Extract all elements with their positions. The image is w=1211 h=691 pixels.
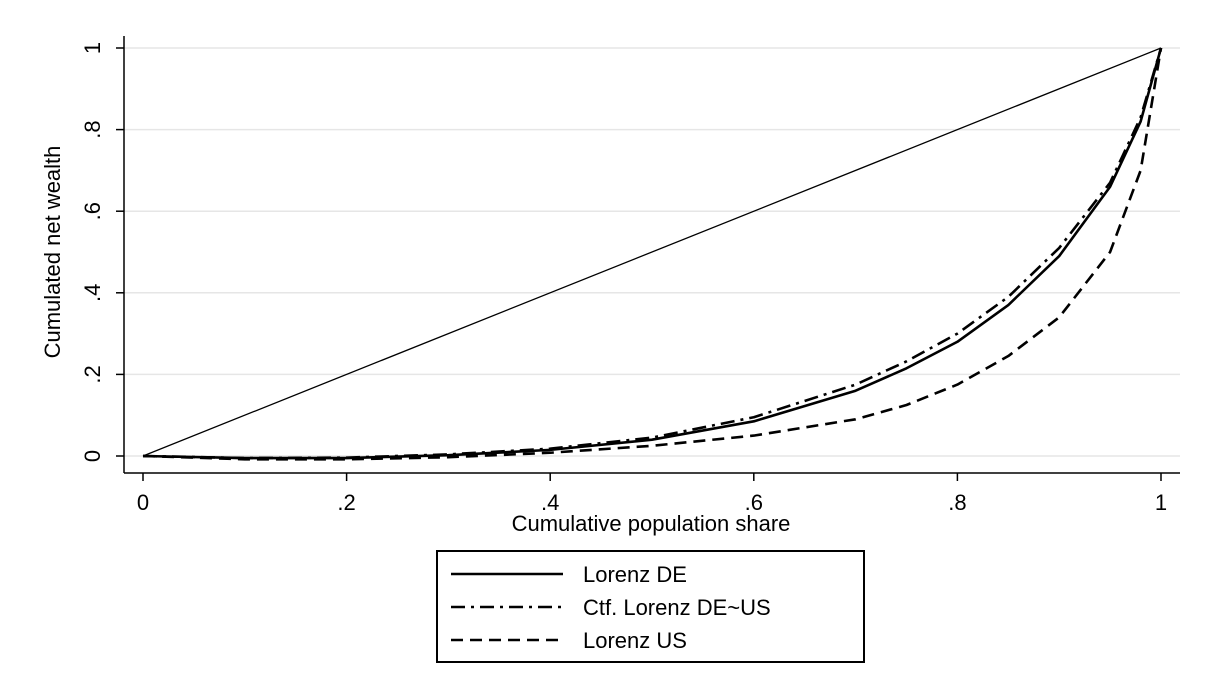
legend-label-0: Lorenz DE: [583, 562, 687, 587]
y-tick-label: 0: [80, 450, 105, 462]
y-tick-label: .6: [80, 202, 105, 220]
legend: Lorenz DE Ctf. Lorenz DE~US Lorenz US: [436, 550, 865, 663]
legend-box: [436, 550, 865, 663]
y-tick-label: .4: [80, 284, 105, 302]
x-tick-label: 1: [1155, 490, 1167, 515]
grid-layer: [124, 47, 1180, 457]
x-tick-label: .6: [745, 490, 763, 515]
legend-label-2: Lorenz US: [583, 628, 687, 653]
y-tick-label: .2: [80, 365, 105, 383]
legend-items: Lorenz DE Ctf. Lorenz DE~US Lorenz US: [451, 562, 771, 653]
series-line-2: [142, 47, 1163, 461]
x-axis-title: Cumulative population share: [512, 511, 791, 536]
equality-line: [142, 47, 1162, 457]
series-layer: [142, 47, 1163, 461]
x-tick-label: .2: [337, 490, 355, 515]
axes-layer: [123, 36, 1180, 474]
x-tick-label: .4: [541, 490, 559, 515]
series-line-1: [142, 47, 1163, 460]
y-tick-label: 1: [80, 42, 105, 54]
x-tick-label: .8: [948, 490, 966, 515]
x-tick-label: 0: [137, 490, 149, 515]
legend-label-1: Ctf. Lorenz DE~US: [583, 595, 771, 620]
y-axis-title: Cumulated net wealth: [40, 146, 65, 359]
ticks-layer: 0 .2 .4 .6 .8 1 0 .2 .4 .6 .8 1: [80, 42, 1167, 515]
y-tick-label: .8: [80, 120, 105, 138]
